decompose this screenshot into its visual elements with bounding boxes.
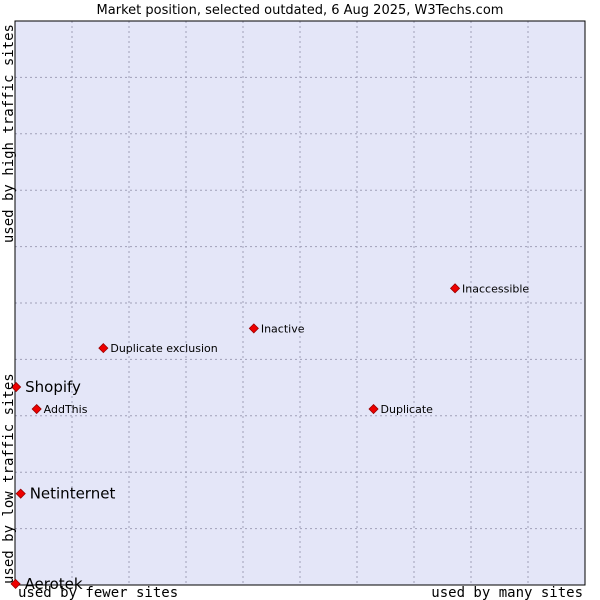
point-label: Shopify	[25, 378, 81, 396]
data-point: Duplicate exclusion	[98, 342, 218, 355]
y-axis-label-top: used by high traffic sites	[1, 24, 17, 243]
data-point: Netinternet	[15, 485, 116, 503]
point-marker	[15, 488, 26, 499]
data-point: Inactive	[248, 322, 305, 335]
point-label: Duplicate exclusion	[110, 342, 217, 355]
data-point: Duplicate	[368, 403, 434, 416]
point-label: AddThis	[44, 403, 88, 416]
point-label: Inactive	[261, 322, 305, 335]
plot-frame	[14, 20, 586, 586]
point-label: Inaccessible	[462, 282, 529, 295]
point-marker	[11, 381, 22, 393]
point-marker	[248, 323, 259, 334]
point-label: Aerotek	[25, 575, 83, 593]
point-marker	[368, 403, 379, 415]
data-point: AddThis	[31, 403, 88, 416]
point-marker	[10, 578, 21, 589]
x-axis-label-left: used by fewer sites	[18, 585, 178, 600]
point-marker	[31, 403, 42, 415]
data-point: Inaccessible	[449, 282, 529, 295]
x-axis-label-right: used by many sites	[431, 585, 583, 600]
point-marker	[98, 343, 109, 354]
y-axis-label-bottom: used by low traffic sites	[1, 373, 17, 584]
point-label: Duplicate	[381, 403, 434, 416]
data-points: Inaccessible Inactive Duplicate exclusion S…	[10, 282, 529, 593]
data-point: Aerotek	[10, 575, 83, 593]
grid-lines	[15, 21, 585, 585]
point-label: Netinternet	[30, 485, 116, 503]
chart-title: Market position, selected outdated, 6 Au…	[97, 3, 504, 18]
data-point: Shopify	[11, 378, 81, 396]
point-marker	[449, 283, 461, 294]
